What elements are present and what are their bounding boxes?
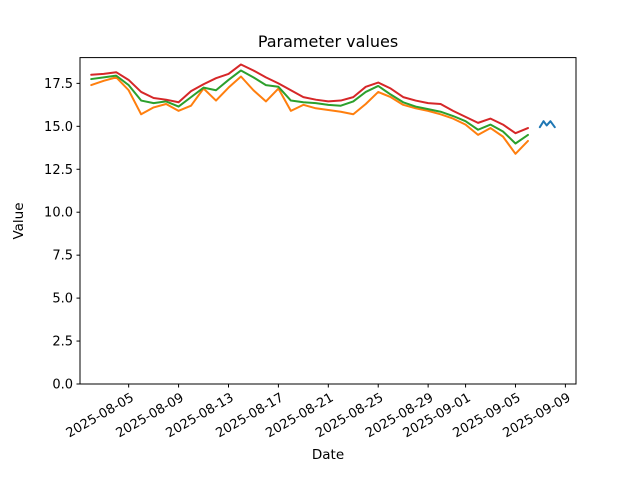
y-tick-label: 15.0: [44, 120, 73, 135]
y-tick-label: 0.0: [52, 378, 73, 393]
series-blue-line: [538, 120, 556, 129]
y-tick-label: 5.0: [52, 292, 73, 307]
y-tick-label: 10.0: [44, 206, 73, 221]
series-green-line: [90, 69, 529, 145]
y-tick-label: 17.5: [44, 77, 73, 92]
y-tick-label: 2.5: [52, 335, 73, 350]
series-lines: [90, 63, 556, 155]
y-axis-label: Value: [11, 202, 27, 239]
chart-title: Parameter values: [258, 32, 398, 51]
series-orange-line: [90, 75, 529, 155]
series-red-line: [90, 63, 529, 135]
x-axis-label: Date: [312, 447, 344, 463]
y-tick-label: 7.5: [52, 249, 73, 264]
y-tick-label: 12.5: [44, 163, 73, 178]
